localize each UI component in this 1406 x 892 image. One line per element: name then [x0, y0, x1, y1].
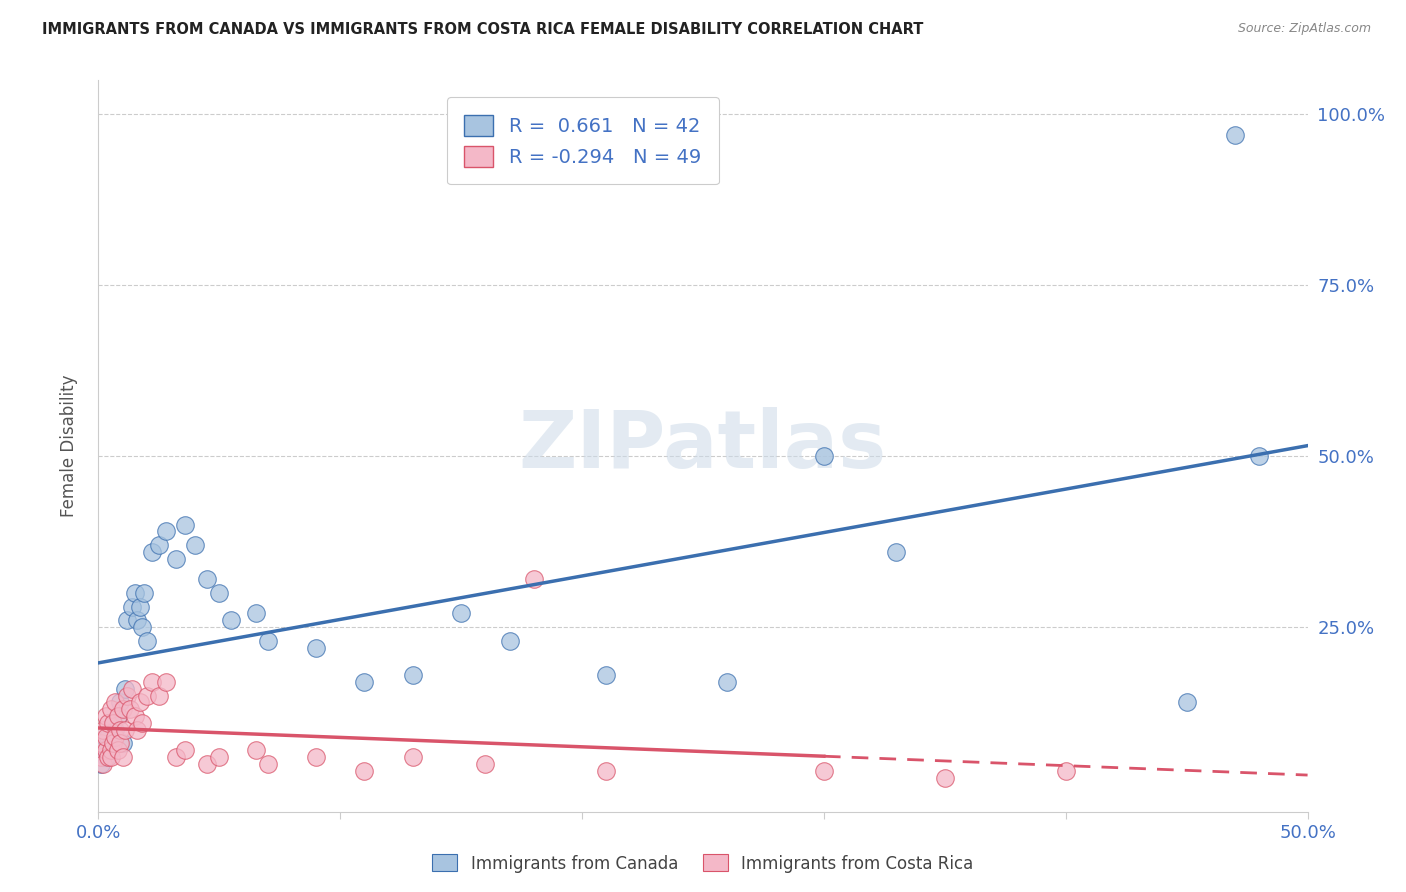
Point	[353, 674, 375, 689]
Point	[155, 524, 177, 539]
Point	[128, 599, 150, 614]
Point	[104, 695, 127, 709]
Point	[1054, 764, 1077, 778]
Point	[141, 545, 163, 559]
Point	[91, 723, 114, 737]
Point	[886, 545, 908, 559]
Point	[256, 756, 278, 771]
Point	[305, 640, 328, 655]
Point	[114, 681, 136, 696]
Point	[91, 756, 114, 771]
Point	[184, 538, 207, 552]
Point	[90, 750, 112, 764]
Point	[245, 607, 267, 621]
Text: Source: ZipAtlas.com: Source: ZipAtlas.com	[1237, 22, 1371, 36]
Point	[498, 633, 520, 648]
Point	[195, 756, 218, 771]
Point	[1249, 449, 1271, 463]
Point	[108, 695, 131, 709]
Point	[100, 743, 122, 757]
Text: ZIPatlas: ZIPatlas	[519, 407, 887, 485]
Point	[124, 586, 146, 600]
Point	[90, 736, 112, 750]
Point	[174, 517, 197, 532]
Point	[111, 736, 134, 750]
Point	[117, 689, 139, 703]
Point	[208, 586, 231, 600]
Point	[813, 449, 835, 463]
Point	[100, 702, 122, 716]
Point	[111, 702, 134, 716]
Point	[165, 551, 187, 566]
Point	[100, 750, 122, 764]
Point	[127, 613, 149, 627]
Point	[104, 730, 127, 744]
Point	[101, 736, 124, 750]
Point	[174, 743, 197, 757]
Point	[107, 709, 129, 723]
Point	[104, 723, 127, 737]
Point	[450, 607, 472, 621]
Point	[97, 715, 120, 730]
Point	[101, 715, 124, 730]
Legend: Immigrants from Canada, Immigrants from Costa Rica: Immigrants from Canada, Immigrants from …	[426, 847, 980, 880]
Point	[141, 674, 163, 689]
Point	[134, 586, 156, 600]
Point	[94, 743, 117, 757]
Point	[135, 633, 157, 648]
Point	[117, 613, 139, 627]
Point	[100, 736, 122, 750]
Point	[595, 764, 617, 778]
Point	[128, 695, 150, 709]
Point	[165, 750, 187, 764]
Point	[90, 756, 112, 771]
Point	[118, 702, 141, 716]
Point	[245, 743, 267, 757]
Point	[155, 674, 177, 689]
Point	[523, 572, 546, 586]
Point	[256, 633, 278, 648]
Point	[121, 681, 143, 696]
Point	[135, 689, 157, 703]
Point	[195, 572, 218, 586]
Point	[221, 613, 243, 627]
Text: IMMIGRANTS FROM CANADA VS IMMIGRANTS FROM COSTA RICA FEMALE DISABILITY CORRELATI: IMMIGRANTS FROM CANADA VS IMMIGRANTS FRO…	[42, 22, 924, 37]
Point	[934, 771, 956, 785]
Point	[474, 756, 496, 771]
Point	[107, 743, 129, 757]
Point	[148, 538, 170, 552]
Point	[97, 730, 120, 744]
Point	[121, 599, 143, 614]
Point	[111, 750, 134, 764]
Point	[716, 674, 738, 689]
Point	[94, 730, 117, 744]
Point	[1223, 128, 1246, 142]
Point	[813, 764, 835, 778]
Point	[131, 715, 153, 730]
Point	[148, 689, 170, 703]
Point	[402, 750, 425, 764]
Point	[208, 750, 231, 764]
Point	[107, 709, 129, 723]
Point	[127, 723, 149, 737]
Point	[595, 668, 617, 682]
Point	[114, 723, 136, 737]
Point	[353, 764, 375, 778]
Point	[94, 709, 117, 723]
Point	[402, 668, 425, 682]
Point	[94, 750, 117, 764]
Point	[1175, 695, 1198, 709]
Point	[108, 723, 131, 737]
Point	[124, 709, 146, 723]
Y-axis label: Female Disability: Female Disability	[59, 375, 77, 517]
Point	[108, 736, 131, 750]
Point	[131, 620, 153, 634]
Point	[91, 743, 114, 757]
Point	[101, 715, 124, 730]
Point	[97, 750, 120, 764]
Point	[305, 750, 328, 764]
Legend: R =  0.661   N = 42, R = -0.294   N = 49: R = 0.661 N = 42, R = -0.294 N = 49	[447, 97, 718, 185]
